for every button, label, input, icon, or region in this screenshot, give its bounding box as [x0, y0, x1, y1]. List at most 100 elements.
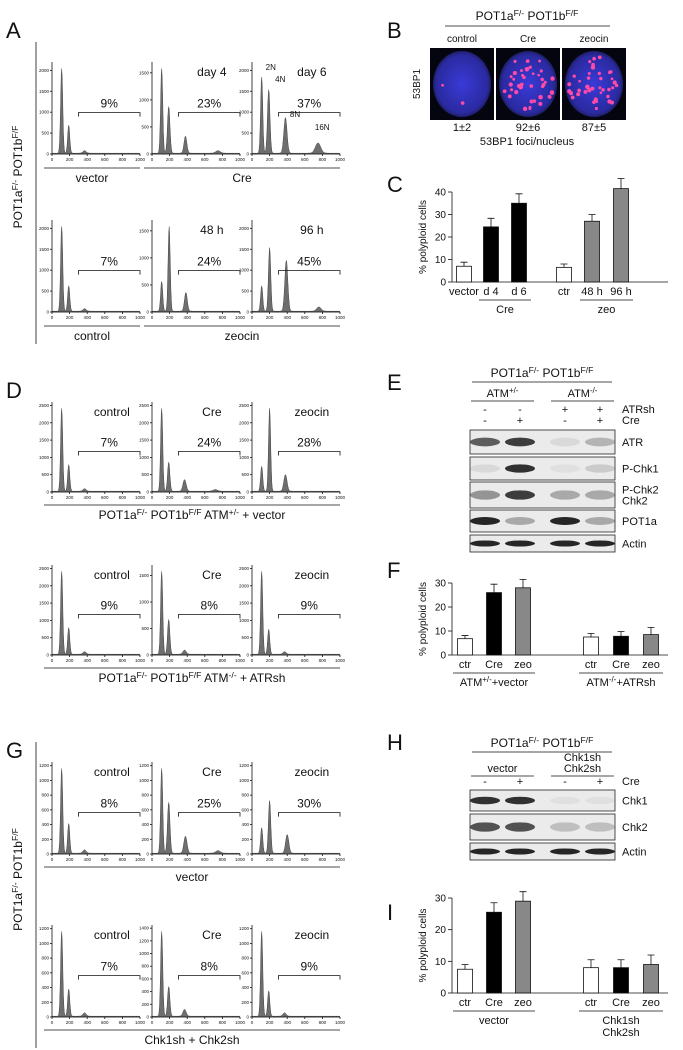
error-bar — [461, 964, 469, 970]
y-tick-label: 1500 — [39, 247, 50, 252]
focus — [601, 88, 605, 92]
x-tick-label: 600 — [101, 1020, 109, 1025]
blot-band — [470, 437, 500, 447]
x-tick-label: 600 — [201, 1020, 209, 1025]
polyploid-percent: 28% — [297, 436, 321, 450]
band-label: Actin — [622, 539, 646, 551]
peak-label: 4N — [275, 75, 285, 84]
blot-band — [505, 822, 535, 832]
y-tick-label: 2000 — [39, 68, 50, 73]
y-tick-label: 0 — [440, 651, 446, 662]
x-tick-label: 600 — [101, 495, 109, 500]
row-caption-part: + vector — [239, 508, 285, 522]
x-tick-label: 0 — [251, 157, 254, 162]
nucleus — [433, 51, 491, 117]
focus — [531, 72, 535, 76]
panel-title-part: POT1a — [491, 736, 529, 750]
panel-title-part: F/F — [580, 735, 593, 745]
focus — [512, 71, 517, 76]
bar — [556, 266, 572, 283]
bar — [613, 635, 629, 656]
row-caption-part: ATM — [202, 508, 229, 522]
panel-letter: H — [387, 730, 403, 755]
y-tick-label: 500 — [141, 626, 149, 631]
row-caption-part: vector — [76, 171, 109, 185]
band-label: Chk2 — [622, 822, 648, 834]
x-tick-label: 0 — [51, 157, 54, 162]
x-tick-label: 200 — [166, 157, 174, 162]
x-tick-label: 400 — [83, 495, 91, 500]
bracket — [178, 812, 241, 817]
y-tick-label: 1000 — [39, 618, 50, 623]
x-tick-label: 800 — [119, 157, 127, 162]
treatment-sign: - — [518, 404, 522, 416]
focus — [591, 62, 595, 67]
x-tick-label: 200 — [166, 315, 174, 320]
focus — [609, 70, 613, 74]
x-tick-label: 800 — [119, 495, 127, 500]
panel-letter: I — [387, 900, 393, 925]
blot-band — [585, 490, 615, 500]
group-label-part: +ATRsh — [616, 677, 655, 689]
peak-label: 8N — [290, 110, 300, 119]
focus — [611, 86, 615, 90]
bar — [583, 967, 599, 994]
group-label-part: ATM — [460, 677, 482, 689]
bracket — [278, 812, 341, 817]
focus — [525, 59, 530, 63]
band-label: POT1a — [622, 516, 658, 528]
y-tick-label: 500 — [241, 131, 249, 136]
y-tick-label: 200 — [241, 1000, 249, 1005]
panel-letter: D — [6, 378, 22, 403]
genotype-label: vector — [488, 763, 518, 775]
x-tick-label: 600 — [101, 157, 109, 162]
row-caption: vector — [176, 870, 209, 884]
y-tick-label: 10 — [435, 957, 447, 968]
focus — [529, 99, 534, 104]
x-tick-label: 96 h — [610, 286, 631, 298]
x-tick-label: 400 — [83, 857, 91, 862]
row-caption-part: F/F — [189, 507, 202, 517]
blot-strip — [469, 456, 616, 481]
row-caption: vector — [76, 171, 109, 185]
side-label-part: POT1b — [11, 841, 25, 883]
focus — [538, 59, 542, 63]
focus — [522, 106, 528, 111]
bracket — [178, 112, 241, 117]
x-tick-label: 1000 — [335, 157, 346, 162]
y-tick-label: 200 — [41, 1000, 49, 1005]
x-tick-label: 0 — [251, 658, 254, 663]
y-tick-label: 0 — [246, 310, 249, 315]
y-tick-label: 0 — [146, 152, 149, 157]
focus — [538, 94, 543, 100]
y-tick-label: 0 — [46, 152, 49, 157]
panel-title: POT1aF/- POT1bF/F — [491, 365, 594, 380]
y-tick-label: 400 — [241, 985, 249, 990]
panel-letter: C — [387, 172, 403, 197]
x-tick-label: 0 — [251, 857, 254, 862]
error-bar — [617, 178, 625, 189]
y-tick-label: 1000 — [39, 455, 50, 460]
error-bar — [490, 902, 498, 913]
y-tick-label: 0 — [440, 989, 446, 1000]
y-tick-label: 30 — [435, 579, 447, 590]
bracket — [78, 614, 141, 619]
focus — [569, 91, 574, 96]
histogram-trace — [251, 931, 341, 1018]
y-tick-label: 2500 — [239, 403, 250, 408]
x-tick-label: 400 — [283, 315, 291, 320]
x-tick-label: 200 — [266, 315, 274, 320]
focus — [576, 92, 581, 97]
row-caption-part: POT1a — [99, 508, 137, 522]
x-tick-label: ctr — [585, 997, 598, 1009]
blot-band — [470, 464, 500, 473]
treatment-sign: + — [517, 776, 523, 788]
y-tick-label: 20 — [435, 925, 447, 936]
bar — [515, 587, 531, 656]
y-tick-label: 2000 — [239, 420, 250, 425]
blot-band — [550, 796, 580, 805]
error-bar — [490, 583, 498, 593]
focus — [572, 74, 576, 78]
y-tick-label: 10 — [435, 255, 447, 266]
y-tick-label: 200 — [241, 837, 249, 842]
